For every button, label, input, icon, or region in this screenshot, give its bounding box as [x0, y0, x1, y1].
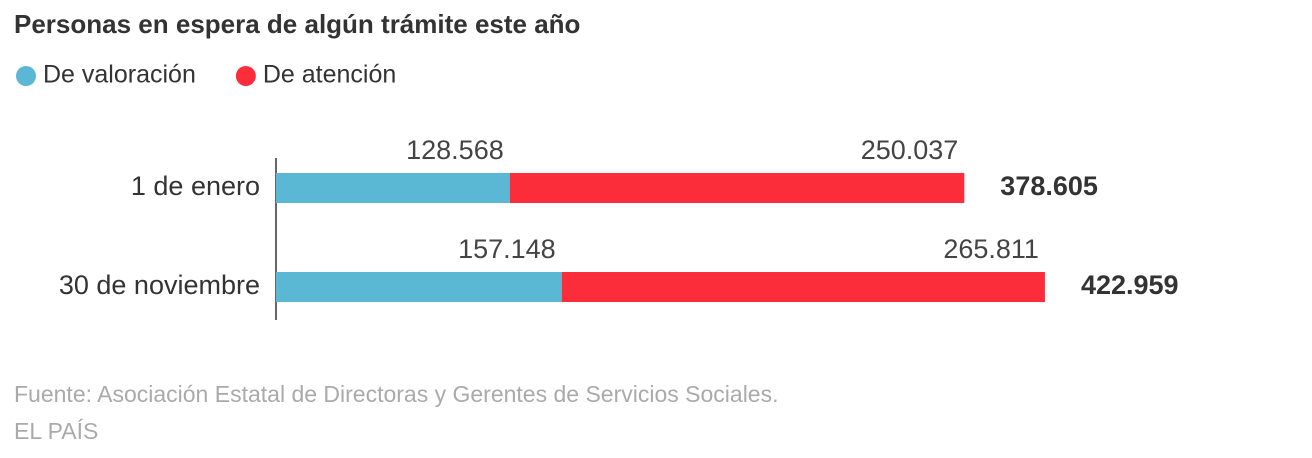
value-label: 250.037 — [861, 135, 959, 165]
total-label: 422.959 — [1081, 270, 1179, 300]
bar-segment — [509, 173, 965, 203]
legend-swatch — [235, 66, 256, 86]
value-label: 157.148 — [458, 234, 556, 264]
legend-swatch — [16, 66, 36, 86]
category-label: 30 de noviembre — [59, 270, 260, 300]
legend-label: De valoración — [43, 61, 196, 89]
value-label: 265.811 — [943, 234, 1039, 264]
source: Fuente: Asociación Estatal de Directoras… — [14, 381, 778, 407]
value-label: 128.568 — [406, 135, 504, 165]
credit: EL PAÍS — [14, 418, 98, 444]
bar-segment — [276, 173, 510, 203]
legend-label: De atención — [263, 61, 396, 89]
category-label: 1 de enero — [131, 171, 260, 201]
total-label: 378.605 — [1000, 171, 1098, 201]
bar-segment — [276, 272, 562, 302]
bar-segment — [561, 272, 1045, 302]
chart-title: Personas en espera de algún trámite este… — [14, 9, 580, 39]
